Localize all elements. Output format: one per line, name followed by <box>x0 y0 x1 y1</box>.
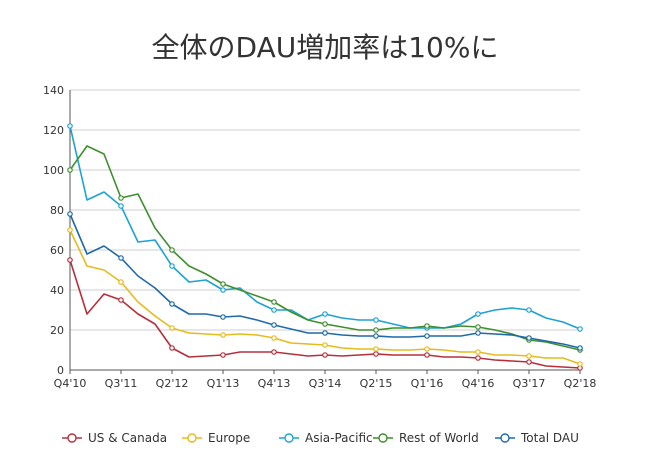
data-point <box>271 322 277 328</box>
data-point <box>220 314 226 320</box>
data-point <box>220 332 226 338</box>
data-point <box>373 333 379 339</box>
legend-swatch-marker <box>378 433 388 443</box>
data-point <box>475 311 481 317</box>
legend-swatch-marker <box>187 433 197 443</box>
data-point <box>118 279 124 285</box>
data-point <box>424 323 430 329</box>
data-point <box>220 352 226 358</box>
data-point <box>118 203 124 209</box>
data-point <box>475 324 481 330</box>
data-point <box>424 333 430 339</box>
legend-label: Rest of World <box>399 431 479 445</box>
x-tick-label: Q2'15 <box>360 377 393 390</box>
data-point <box>220 287 226 293</box>
data-point <box>475 349 481 355</box>
y-tick-label: 120 <box>43 124 64 137</box>
data-point <box>169 301 175 307</box>
series-line <box>69 125 581 330</box>
data-point <box>118 195 124 201</box>
data-point <box>271 349 277 355</box>
data-point <box>118 255 124 261</box>
legend-label: Asia-Pacific <box>305 431 373 445</box>
data-point <box>271 335 277 341</box>
grid-lines <box>70 89 580 331</box>
data-point <box>67 227 73 233</box>
legend-swatch-marker <box>500 433 510 443</box>
x-tick-label: Q3'14 <box>309 377 342 390</box>
data-point <box>322 321 328 327</box>
x-tick-label: Q2'18 <box>564 377 597 390</box>
y-tick-labels: 0 20 40 60 80 100 120 140 <box>43 84 64 377</box>
y-tick-label: 140 <box>43 84 64 97</box>
data-point <box>67 123 73 129</box>
legend-label: Europe <box>208 431 250 445</box>
legend-label: US & Canada <box>88 431 167 445</box>
data-point <box>577 326 583 332</box>
y-tick-label: 100 <box>43 164 64 177</box>
data-point <box>322 352 328 358</box>
data-point <box>67 211 73 217</box>
legend-swatch-marker <box>67 433 77 443</box>
series-group <box>67 123 583 371</box>
data-point <box>169 345 175 351</box>
data-point <box>220 281 226 287</box>
data-point <box>526 359 532 365</box>
data-point <box>67 257 73 263</box>
x-tick-label: Q3'17 <box>513 377 546 390</box>
data-point <box>322 342 328 348</box>
legend: US & Canada Europe Asia-Pacific Rest of Wor… <box>62 431 579 445</box>
x-tick-label: Q4'10 <box>54 377 87 390</box>
data-point <box>271 299 277 305</box>
data-point <box>322 311 328 317</box>
x-tick-label: Q4'16 <box>462 377 495 390</box>
y-tick-label: 60 <box>50 244 64 257</box>
series-line <box>69 213 581 349</box>
data-point <box>373 351 379 357</box>
data-point <box>118 297 124 303</box>
data-point <box>475 330 481 336</box>
data-point <box>424 352 430 358</box>
legend-swatch-marker <box>284 433 294 443</box>
data-point <box>67 167 73 173</box>
y-tick-label: 0 <box>57 364 64 377</box>
data-point <box>475 355 481 361</box>
data-point <box>373 317 379 323</box>
data-point <box>577 345 583 351</box>
x-tick-label: Q1'13 <box>207 377 240 390</box>
x-tick-labels: Q4'10 Q3'11 Q2'12 Q1'13 Q4'13 Q3'14 Q2'15 Q1'16… <box>54 377 597 390</box>
data-point <box>169 325 175 331</box>
x-tick-label: Q2'12 <box>156 377 189 390</box>
data-point <box>322 330 328 336</box>
data-point <box>373 346 379 352</box>
data-point <box>526 307 532 313</box>
x-tick-label: Q1'16 <box>411 377 444 390</box>
chart-title: 全体のDAU増加率は10%に <box>151 31 499 64</box>
data-point <box>169 247 175 253</box>
y-tick-label: 40 <box>50 284 64 297</box>
data-point <box>526 353 532 359</box>
y-tick-label: 20 <box>50 324 64 337</box>
data-point <box>424 346 430 352</box>
data-point <box>526 335 532 341</box>
x-tick-label: Q4'13 <box>258 377 291 390</box>
y-tick-label: 80 <box>50 204 64 217</box>
data-point <box>271 307 277 313</box>
legend-label: Total DAU <box>520 431 579 445</box>
data-point <box>373 327 379 333</box>
x-tick-label: Q3'11 <box>105 377 138 390</box>
data-point <box>577 361 583 367</box>
data-point <box>169 263 175 269</box>
